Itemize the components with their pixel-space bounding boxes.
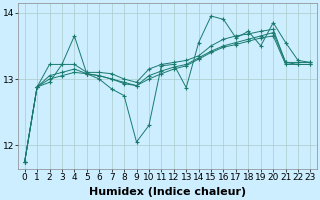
X-axis label: Humidex (Indice chaleur): Humidex (Indice chaleur) [89, 187, 246, 197]
